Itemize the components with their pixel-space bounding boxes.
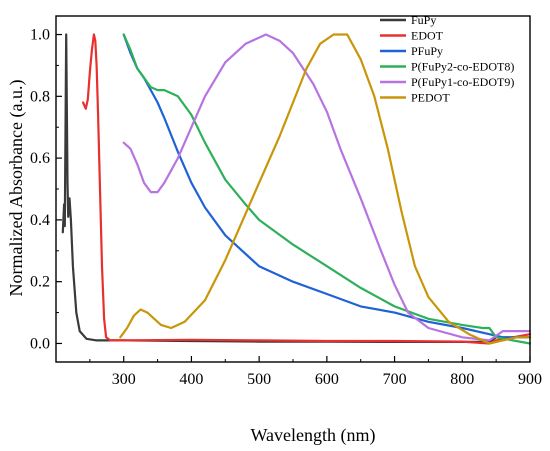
x-tick-label-4: 600 [315, 371, 339, 388]
y-axis-label: Normalized Absorbance (a.u.) [6, 80, 27, 297]
x-tick-label-7: 900 [518, 371, 542, 388]
x-tick-label-2: 400 [179, 371, 203, 388]
series-lines [61, 33, 532, 345]
x-tick-label-5: 700 [383, 371, 407, 388]
legend-label-1: FuPy [411, 13, 436, 27]
legend-label-2: EDOT [411, 29, 444, 43]
x-axis-label: Wavelength (nm) [250, 425, 375, 446]
plot-background [56, 16, 530, 362]
axes: 300 400 500 600 700 800 900 0.0 0.2 0.4 0.6 0.8 1.0 [30, 15, 542, 388]
legend-label-5: P(FuPy1-co-EDOT9) [411, 75, 514, 89]
x-tick-label-1: 300 [112, 371, 136, 388]
y-tick-label-1: 0.0 [30, 335, 50, 352]
series-line-2 [82, 33, 532, 345]
y-tick-label-2: 0.2 [30, 274, 50, 291]
series-line-6 [119, 33, 532, 345]
plot-area [56, 16, 530, 362]
x-tick-label-6: 800 [450, 371, 474, 388]
y-tick-label-4: 0.6 [30, 150, 50, 167]
y-tick-label-3: 0.4 [30, 212, 50, 229]
legend-label-3: PFuPy [411, 44, 443, 58]
legend-label-4: P(FuPy2-co-EDOT8) [411, 60, 514, 74]
x-tick-label-3: 500 [247, 371, 271, 388]
y-tick-label-5: 0.8 [30, 88, 50, 105]
series-line-5 [122, 33, 532, 342]
legend-label-6: PEDOT [411, 91, 450, 105]
series-line-4 [122, 33, 532, 345]
y-tick-label-6: 1.0 [30, 27, 50, 44]
